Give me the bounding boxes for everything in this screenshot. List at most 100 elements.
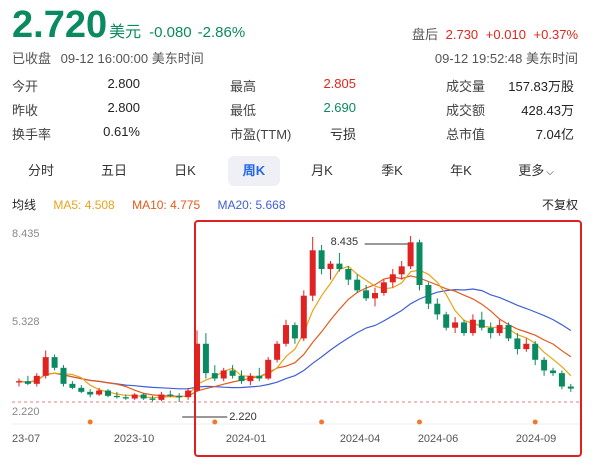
- currency-label: 美元: [109, 24, 142, 41]
- stat-value: 2.800: [107, 76, 140, 91]
- stat-value: 0.61%: [103, 124, 140, 139]
- close-timestamp: 09-12 16:00:00 美东时间: [60, 51, 204, 66]
- stat-label: 成交量: [446, 79, 486, 94]
- stats-row: 昨收 2.800 最低 2.690 成交额 428.43万: [12, 100, 588, 124]
- candle-body: [363, 290, 370, 299]
- ma10-value: MA10: 4.775: [132, 198, 201, 212]
- low-annotation-label: 2.220: [229, 411, 257, 423]
- y-tick-high: 8.435: [12, 228, 40, 240]
- stats-row: 换手率 0.61% 市盈(TTM) 亏损 总市值 7.04亿: [12, 124, 588, 148]
- chevron-down-icon: ⌵: [546, 167, 554, 178]
- candle-body: [211, 373, 218, 379]
- ma20-value: MA20: 5.668: [217, 198, 286, 212]
- candle-body: [461, 322, 467, 334]
- tab-more[interactable]: 更多 ⌵: [506, 156, 566, 186]
- candle-body: [443, 314, 450, 328]
- after-hours-change: +0.010: [485, 27, 526, 42]
- tab-yearly-k[interactable]: 年K: [435, 156, 487, 186]
- candle-body: [532, 343, 539, 360]
- tab-label: 日K: [174, 163, 196, 178]
- candle-body: [33, 375, 40, 384]
- after-hours-quote: 盘后 2.730 +0.010 +0.37%: [412, 24, 578, 43]
- candle-body: [478, 319, 485, 328]
- stats-row: 今开 2.800 最高 2.805 成交量 157.83万股: [12, 76, 588, 100]
- candle-body: [372, 293, 378, 299]
- candle-body: [283, 325, 289, 344]
- kline-svg[interactable]: [0, 218, 600, 467]
- x-tick: 2024-06: [417, 433, 459, 445]
- stat-label: 昨收: [12, 103, 39, 118]
- candle-body: [300, 295, 307, 339]
- stat-label: 总市值: [446, 127, 486, 142]
- candle-body: [452, 322, 459, 328]
- candle-body: [176, 395, 183, 398]
- candle-body: [51, 357, 58, 368]
- tab-monthly-k[interactable]: 月K: [296, 156, 348, 186]
- candle-body: [469, 319, 476, 334]
- ma5-value: MA5: 4.508: [53, 198, 115, 212]
- candle-body: [416, 242, 423, 286]
- tab-label: 周K: [242, 163, 266, 178]
- candle-body: [567, 386, 574, 389]
- candle-body: [487, 327, 494, 334]
- candle-body: [434, 303, 441, 315]
- ma10-line: [18, 275, 572, 397]
- stat-value: 428.43万: [521, 103, 574, 118]
- candle-body: [167, 394, 174, 396]
- stat-label: 市盈(TTM): [230, 127, 292, 142]
- tab-intraday[interactable]: 分时: [15, 156, 67, 186]
- candle-body: [78, 387, 85, 392]
- candle-body: [389, 274, 396, 283]
- candle-body: [42, 357, 49, 376]
- stat-value: 157.83万股: [508, 79, 574, 94]
- candle-body: [256, 375, 263, 379]
- tab-label: 月K: [311, 163, 333, 178]
- event-marker: [212, 419, 218, 425]
- candle-body: [238, 375, 245, 382]
- x-tick: 2023-10: [113, 433, 155, 445]
- tab-daily-k[interactable]: 日K: [159, 156, 211, 186]
- stat-value: 2.805: [323, 76, 356, 91]
- status-text: 已收盘: [12, 51, 52, 66]
- candle-body: [514, 338, 521, 350]
- after-hours-label: 盘后: [411, 27, 438, 42]
- candle-body: [558, 373, 565, 387]
- candle-body: [122, 397, 129, 399]
- ma-legend-title[interactable]: 均线: [12, 198, 37, 212]
- tab-weekly-k[interactable]: 周K: [228, 156, 280, 186]
- tab-quarterly-k[interactable]: 季K: [366, 156, 418, 186]
- candle-body: [265, 359, 272, 379]
- tab-five-day[interactable]: 五日: [88, 156, 140, 186]
- y-tick-low: 2.220: [12, 406, 40, 418]
- candle-body: [541, 359, 548, 371]
- stat-value: 2.800: [107, 100, 140, 115]
- candle-body: [229, 370, 236, 376]
- after-hours-time: 09-12 19:52:48 美东时间: [434, 51, 578, 66]
- tab-label: 季K: [381, 163, 403, 178]
- kline-chart[interactable]: 8.435 5.328 2.220 23-07 2023-10 2024-01 …: [0, 218, 600, 467]
- event-marker: [319, 419, 325, 425]
- tab-label: 更多: [518, 163, 545, 178]
- market-status: 已收盘 09-12 16:00:00 美东时间: [12, 48, 210, 67]
- candle-body: [131, 394, 138, 399]
- event-marker: [532, 419, 538, 425]
- price-change: -0.080: [149, 24, 192, 41]
- quote-header: 2.720 美元 -0.080 -2.86%: [12, 4, 251, 46]
- candle-body: [158, 394, 165, 400]
- candle-body: [398, 266, 405, 275]
- candle-body: [380, 282, 387, 294]
- adjustment-toggle[interactable]: 不复权: [541, 198, 578, 212]
- candle-body: [185, 390, 192, 398]
- x-tick: 2024-09: [515, 433, 557, 445]
- x-tick: 23-07: [12, 433, 41, 445]
- after-hours-pct: +0.37%: [533, 27, 578, 42]
- candle-body: [336, 263, 343, 269]
- candle-body: [149, 398, 156, 400]
- stat-value: 亏损: [329, 127, 356, 142]
- candle-body: [247, 375, 254, 382]
- candle-body: [202, 343, 209, 374]
- y-tick-mid: 5.328: [12, 316, 40, 328]
- candle-body: [345, 268, 352, 280]
- candle-body: [16, 381, 22, 383]
- candle-body: [496, 325, 503, 334]
